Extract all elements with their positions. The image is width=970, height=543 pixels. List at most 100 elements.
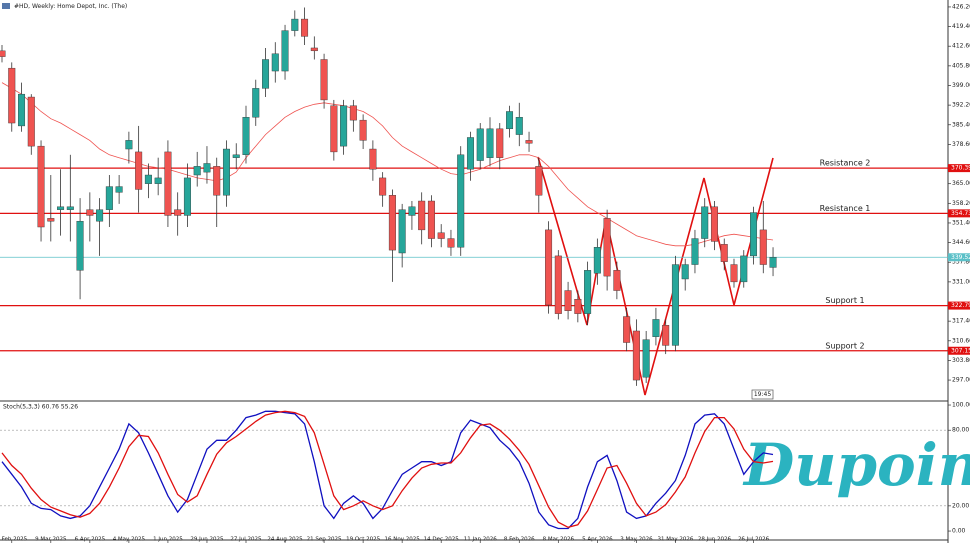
y-tick-label: 351.40 bbox=[952, 219, 970, 226]
y-tick-label: 20.00 bbox=[952, 502, 969, 509]
candle-body bbox=[262, 59, 270, 89]
candle-body bbox=[506, 111, 514, 130]
candle-body bbox=[222, 148, 230, 196]
candle-body bbox=[603, 218, 611, 277]
candle-body bbox=[466, 137, 474, 170]
chart-title: #HD, Weekly: Home Depot, Inc. (The) bbox=[14, 3, 127, 10]
level-price-box bbox=[948, 346, 970, 355]
candle-body bbox=[574, 299, 582, 314]
candle-body bbox=[652, 319, 660, 337]
current-price-box bbox=[948, 253, 970, 262]
candle-body bbox=[349, 105, 357, 121]
x-tick-label: 3 May 2026 bbox=[620, 537, 653, 543]
candle-body bbox=[369, 148, 377, 170]
y-tick-label: 317.40 bbox=[952, 318, 970, 325]
x-tick-label: 11 Jan 2026 bbox=[464, 537, 497, 543]
candle-body bbox=[486, 128, 494, 158]
candle-body bbox=[564, 290, 572, 311]
candle-body bbox=[476, 128, 484, 161]
level-name: Resistance 1 bbox=[820, 204, 871, 213]
x-tick-label: 16 Nov 2025 bbox=[385, 537, 421, 543]
y-tick-label: 303.80 bbox=[952, 357, 970, 364]
y-tick-label: 100.00 bbox=[952, 402, 970, 409]
level-price-label: 307.15 bbox=[951, 347, 970, 354]
candle-body bbox=[515, 117, 523, 135]
candle-body bbox=[437, 232, 445, 239]
candle-body bbox=[330, 105, 338, 153]
candle-body bbox=[8, 67, 16, 124]
candle-body bbox=[310, 47, 318, 52]
x-tick-label: 5 Apr 2026 bbox=[582, 537, 613, 543]
candle-body bbox=[37, 145, 45, 228]
candle-body bbox=[164, 151, 172, 216]
candle-body bbox=[193, 166, 201, 176]
candle-body bbox=[27, 96, 35, 147]
candle-body bbox=[730, 264, 738, 283]
indicator-title: Stoch(5,3,3) 60.76 55.26 bbox=[3, 404, 78, 411]
candle-body bbox=[388, 195, 396, 251]
candle-body bbox=[105, 186, 113, 210]
y-tick-label: 385.40 bbox=[952, 121, 970, 128]
level-name: Support 1 bbox=[825, 296, 864, 305]
candle-body bbox=[115, 186, 123, 193]
candle-body bbox=[710, 206, 718, 242]
y-tick-label: 344.60 bbox=[952, 239, 970, 246]
candle-body bbox=[740, 255, 748, 283]
x-tick-label: 14 Dec 2025 bbox=[424, 537, 460, 543]
y-tick-label: 399.00 bbox=[952, 82, 970, 89]
candle-body bbox=[271, 53, 279, 72]
y-tick-label: 392.20 bbox=[952, 102, 970, 109]
candle-body bbox=[340, 105, 348, 147]
candle-body bbox=[47, 218, 55, 222]
candle-body bbox=[281, 30, 289, 72]
y-tick-label: 405.80 bbox=[952, 62, 970, 69]
candle-body bbox=[66, 206, 74, 210]
candle-body bbox=[427, 200, 435, 239]
candle-body bbox=[593, 247, 601, 274]
candle-body bbox=[76, 221, 84, 271]
timer: 19:45 bbox=[754, 391, 771, 398]
candle-body bbox=[96, 209, 104, 222]
x-tick-label: 29 Jun 2025 bbox=[190, 537, 224, 543]
candle-body bbox=[554, 255, 562, 314]
candle-body bbox=[301, 18, 309, 37]
candle-body bbox=[457, 154, 465, 248]
stoch-line bbox=[1, 410, 774, 530]
candle-body bbox=[769, 257, 777, 268]
candle-body bbox=[701, 206, 709, 239]
x-tick-label: 4 May 2025 bbox=[113, 537, 146, 543]
level-price-label: 322.79 bbox=[951, 302, 970, 309]
y-tick-label: 310.60 bbox=[952, 337, 970, 344]
level-price-label: 354.73 bbox=[951, 210, 970, 217]
candle-body bbox=[154, 177, 162, 184]
candle-body bbox=[681, 264, 689, 280]
candle-body bbox=[18, 93, 26, 127]
y-tick-label: 297.00 bbox=[952, 377, 970, 384]
candle-body bbox=[759, 229, 767, 265]
y-tick-label: 337.80 bbox=[952, 259, 970, 266]
x-tick-label: 8 Mar 2026 bbox=[543, 537, 575, 543]
candle-body bbox=[447, 238, 455, 248]
moving-average bbox=[1, 82, 774, 247]
symbol-icon bbox=[2, 3, 10, 9]
candle-body bbox=[125, 140, 133, 150]
candle-body bbox=[691, 238, 699, 265]
level-name: Resistance 2 bbox=[820, 159, 871, 168]
candle-body bbox=[213, 166, 221, 196]
candle-body bbox=[252, 88, 260, 118]
level-price-box bbox=[948, 164, 970, 173]
candle-body bbox=[174, 209, 182, 216]
candle-body bbox=[408, 206, 416, 216]
candle-body bbox=[320, 59, 328, 101]
candle-body bbox=[57, 206, 65, 210]
x-tick-label: 9 Mar 2025 bbox=[35, 537, 67, 543]
candle-body bbox=[750, 212, 758, 257]
x-tick-label: 26 Jul 2026 bbox=[738, 537, 770, 543]
x-tick-label: 9 Feb 2025 bbox=[0, 537, 28, 543]
candle-body bbox=[86, 209, 94, 216]
candle-body bbox=[379, 177, 387, 196]
level-price-label: 370.39 bbox=[951, 165, 970, 172]
candle-body bbox=[623, 316, 631, 343]
candle-body bbox=[232, 154, 240, 158]
